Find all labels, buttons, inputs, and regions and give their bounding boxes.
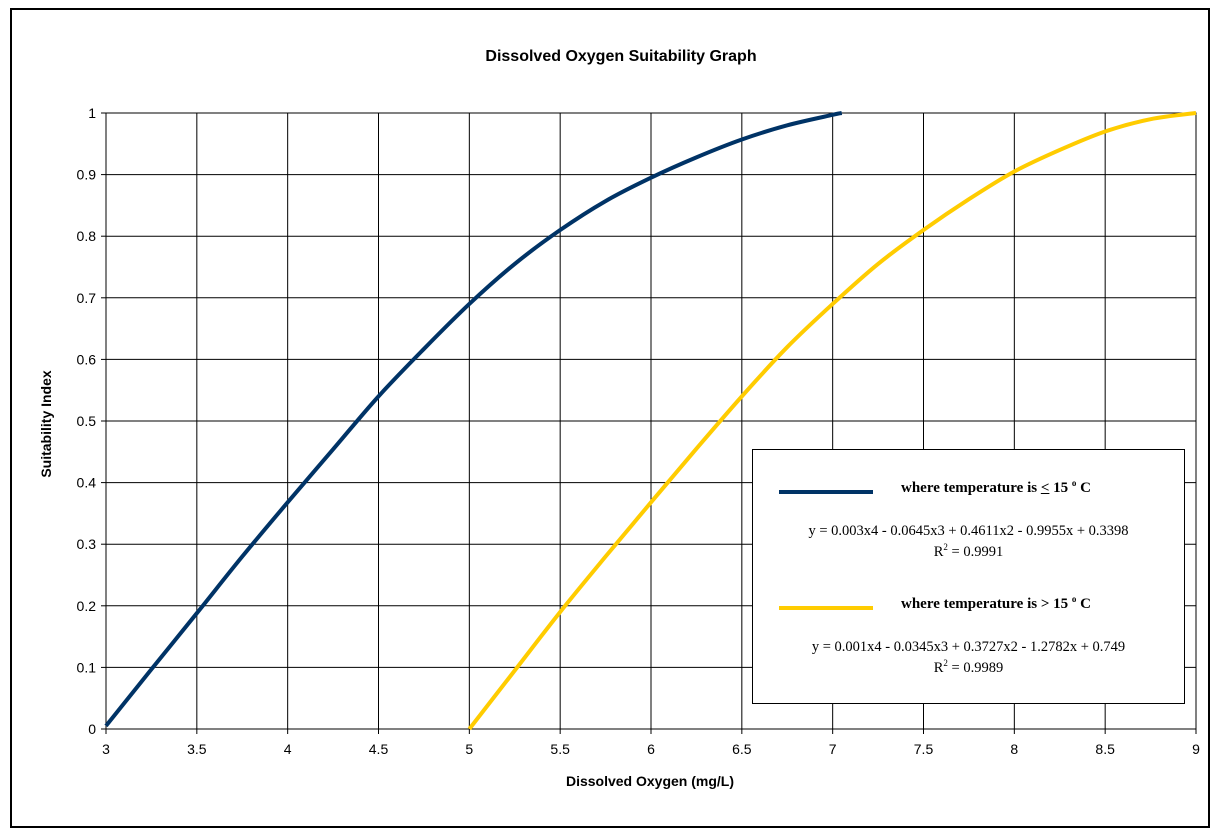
series-line-high-temp xyxy=(467,111,1197,731)
legend-label-degree: o xyxy=(1071,478,1077,488)
x-tick-label: 5 xyxy=(465,741,473,757)
legend-label-value: 15 xyxy=(1053,596,1069,612)
r2-symbol: R xyxy=(933,660,944,676)
x-tick-label: 8 xyxy=(1010,741,1018,757)
x-tick-label: 6.5 xyxy=(732,741,752,757)
x-tick-label: 4.5 xyxy=(369,741,389,757)
legend: where temperature is < 15 o C y = 0.003x… xyxy=(752,449,1185,704)
y-tick-label: 0.5 xyxy=(77,413,97,429)
legend-label-value: 15 xyxy=(1053,480,1069,496)
y-tick-label: 0.8 xyxy=(77,228,97,244)
y-axis-label: Suitability Index xyxy=(38,370,54,478)
x-tick-label: 4 xyxy=(284,741,292,757)
x-tick-label: 6 xyxy=(647,741,655,757)
x-tick-label: 3 xyxy=(102,741,110,757)
r2-value: = 0.9991 xyxy=(947,544,1004,560)
legend-label-high-temp: where temperature is > 15 o C xyxy=(901,594,1091,613)
legend-label-unit: C xyxy=(1080,596,1091,612)
y-axis-ticks: 0 0.1 0.2 0.3 0.4 0.5 0.6 0.7 0.8 0.9 1 xyxy=(77,105,106,737)
y-tick-label: 1 xyxy=(88,105,96,121)
legend-label-operator: < xyxy=(1040,480,1050,496)
x-tick-label: 3.5 xyxy=(187,741,207,757)
trendline-equation-high-temp: y = 0.001x4 - 0.0345x3 + 0.3727x2 - 1.27… xyxy=(811,639,1126,655)
r2-exponent: 2 xyxy=(943,658,948,668)
y-tick-label: 0.3 xyxy=(77,536,97,552)
trendline-equation-low-temp: y = 0.003x4 - 0.0645x3 + 0.4611x2 - 0.99… xyxy=(808,523,1129,539)
x-axis-ticks: 3 3.5 4 4.5 5 5.5 6 6.5 7 7.5 8 8.5 9 xyxy=(102,729,1200,757)
y-tick-label: 0 xyxy=(88,721,96,737)
legend-swatch-low-temp xyxy=(779,490,873,494)
r2-exponent: 2 xyxy=(943,542,948,552)
chart-title: Dissolved Oxygen Suitability Graph xyxy=(485,48,756,65)
legend-label-low-temp: where temperature is < 15 o C xyxy=(901,478,1091,497)
legend-label-prefix: where temperature is xyxy=(901,596,1038,612)
x-axis-label: Dissolved Oxygen (mg/L) xyxy=(566,773,734,789)
legend-swatch-high-temp xyxy=(779,606,873,610)
y-tick-label: 0.4 xyxy=(77,475,97,491)
legend-label-unit: C xyxy=(1080,480,1091,496)
y-tick-label: 0.7 xyxy=(77,290,97,306)
x-tick-label: 5.5 xyxy=(550,741,570,757)
series-line-low-temp xyxy=(104,111,843,728)
y-tick-label: 0.9 xyxy=(77,167,97,183)
series-layer xyxy=(104,111,1197,731)
legend-label-prefix: where temperature is xyxy=(901,480,1038,496)
trendline-r2-high-temp: R2 = 0.9989 xyxy=(753,658,1184,677)
legend-label-operator: > xyxy=(1040,596,1050,612)
legend-label-degree: o xyxy=(1071,594,1077,604)
y-tick-label: 0.1 xyxy=(77,659,97,675)
x-tick-label: 7 xyxy=(829,741,837,757)
r2-symbol: R xyxy=(933,544,944,560)
x-tick-label: 8.5 xyxy=(1095,741,1115,757)
y-tick-label: 0.6 xyxy=(77,351,97,367)
y-tick-label: 0.2 xyxy=(77,598,97,614)
x-tick-label: 7.5 xyxy=(914,741,934,757)
x-tick-label: 9 xyxy=(1192,741,1200,757)
r2-value: = 0.9989 xyxy=(947,660,1004,676)
trendline-r2-low-temp: R2 = 0.9991 xyxy=(753,542,1184,561)
